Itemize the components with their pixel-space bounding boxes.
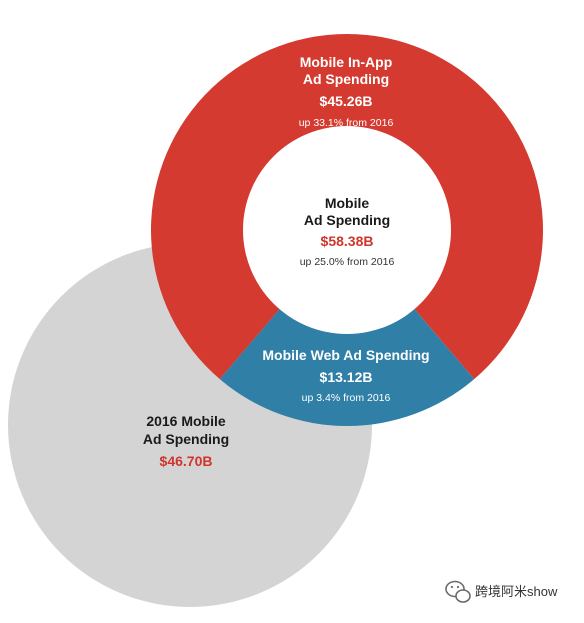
prior-label-group: 2016 Mobile Ad Spending $46.70B <box>143 413 229 469</box>
center-title-line2: Ad Spending <box>304 212 390 228</box>
web-label-group: Mobile Web Ad Spending $13.12B up 3.4% f… <box>262 347 429 404</box>
web-value: $13.12B <box>320 369 373 385</box>
center-title-line1: Mobile <box>325 195 370 211</box>
center-change: up 25.0% from 2016 <box>300 256 395 268</box>
in-app-title-line1: Mobile In-App <box>300 54 393 70</box>
prior-value: $46.70B <box>160 453 213 469</box>
donut-center <box>243 126 451 334</box>
web-title: Mobile Web Ad Spending <box>262 347 429 363</box>
wechat-bubble-icon <box>445 580 471 603</box>
in-app-title-line2: Ad Spending <box>303 71 389 87</box>
watermark-text: 跨境阿米show <box>475 584 558 599</box>
in-app-label-group: Mobile In-App Ad Spending $45.26B up 33.… <box>299 54 394 129</box>
web-change: up 3.4% from 2016 <box>302 392 391 404</box>
in-app-change: up 33.1% from 2016 <box>299 117 394 129</box>
prior-title-line1: 2016 Mobile <box>146 413 226 429</box>
watermark: 跨境阿米show <box>445 580 558 603</box>
prior-title-line2: Ad Spending <box>143 431 229 447</box>
center-label-group: Mobile Ad Spending $58.38B up 25.0% from… <box>300 195 395 268</box>
center-value: $58.38B <box>321 233 374 249</box>
in-app-value: $45.26B <box>320 93 373 109</box>
